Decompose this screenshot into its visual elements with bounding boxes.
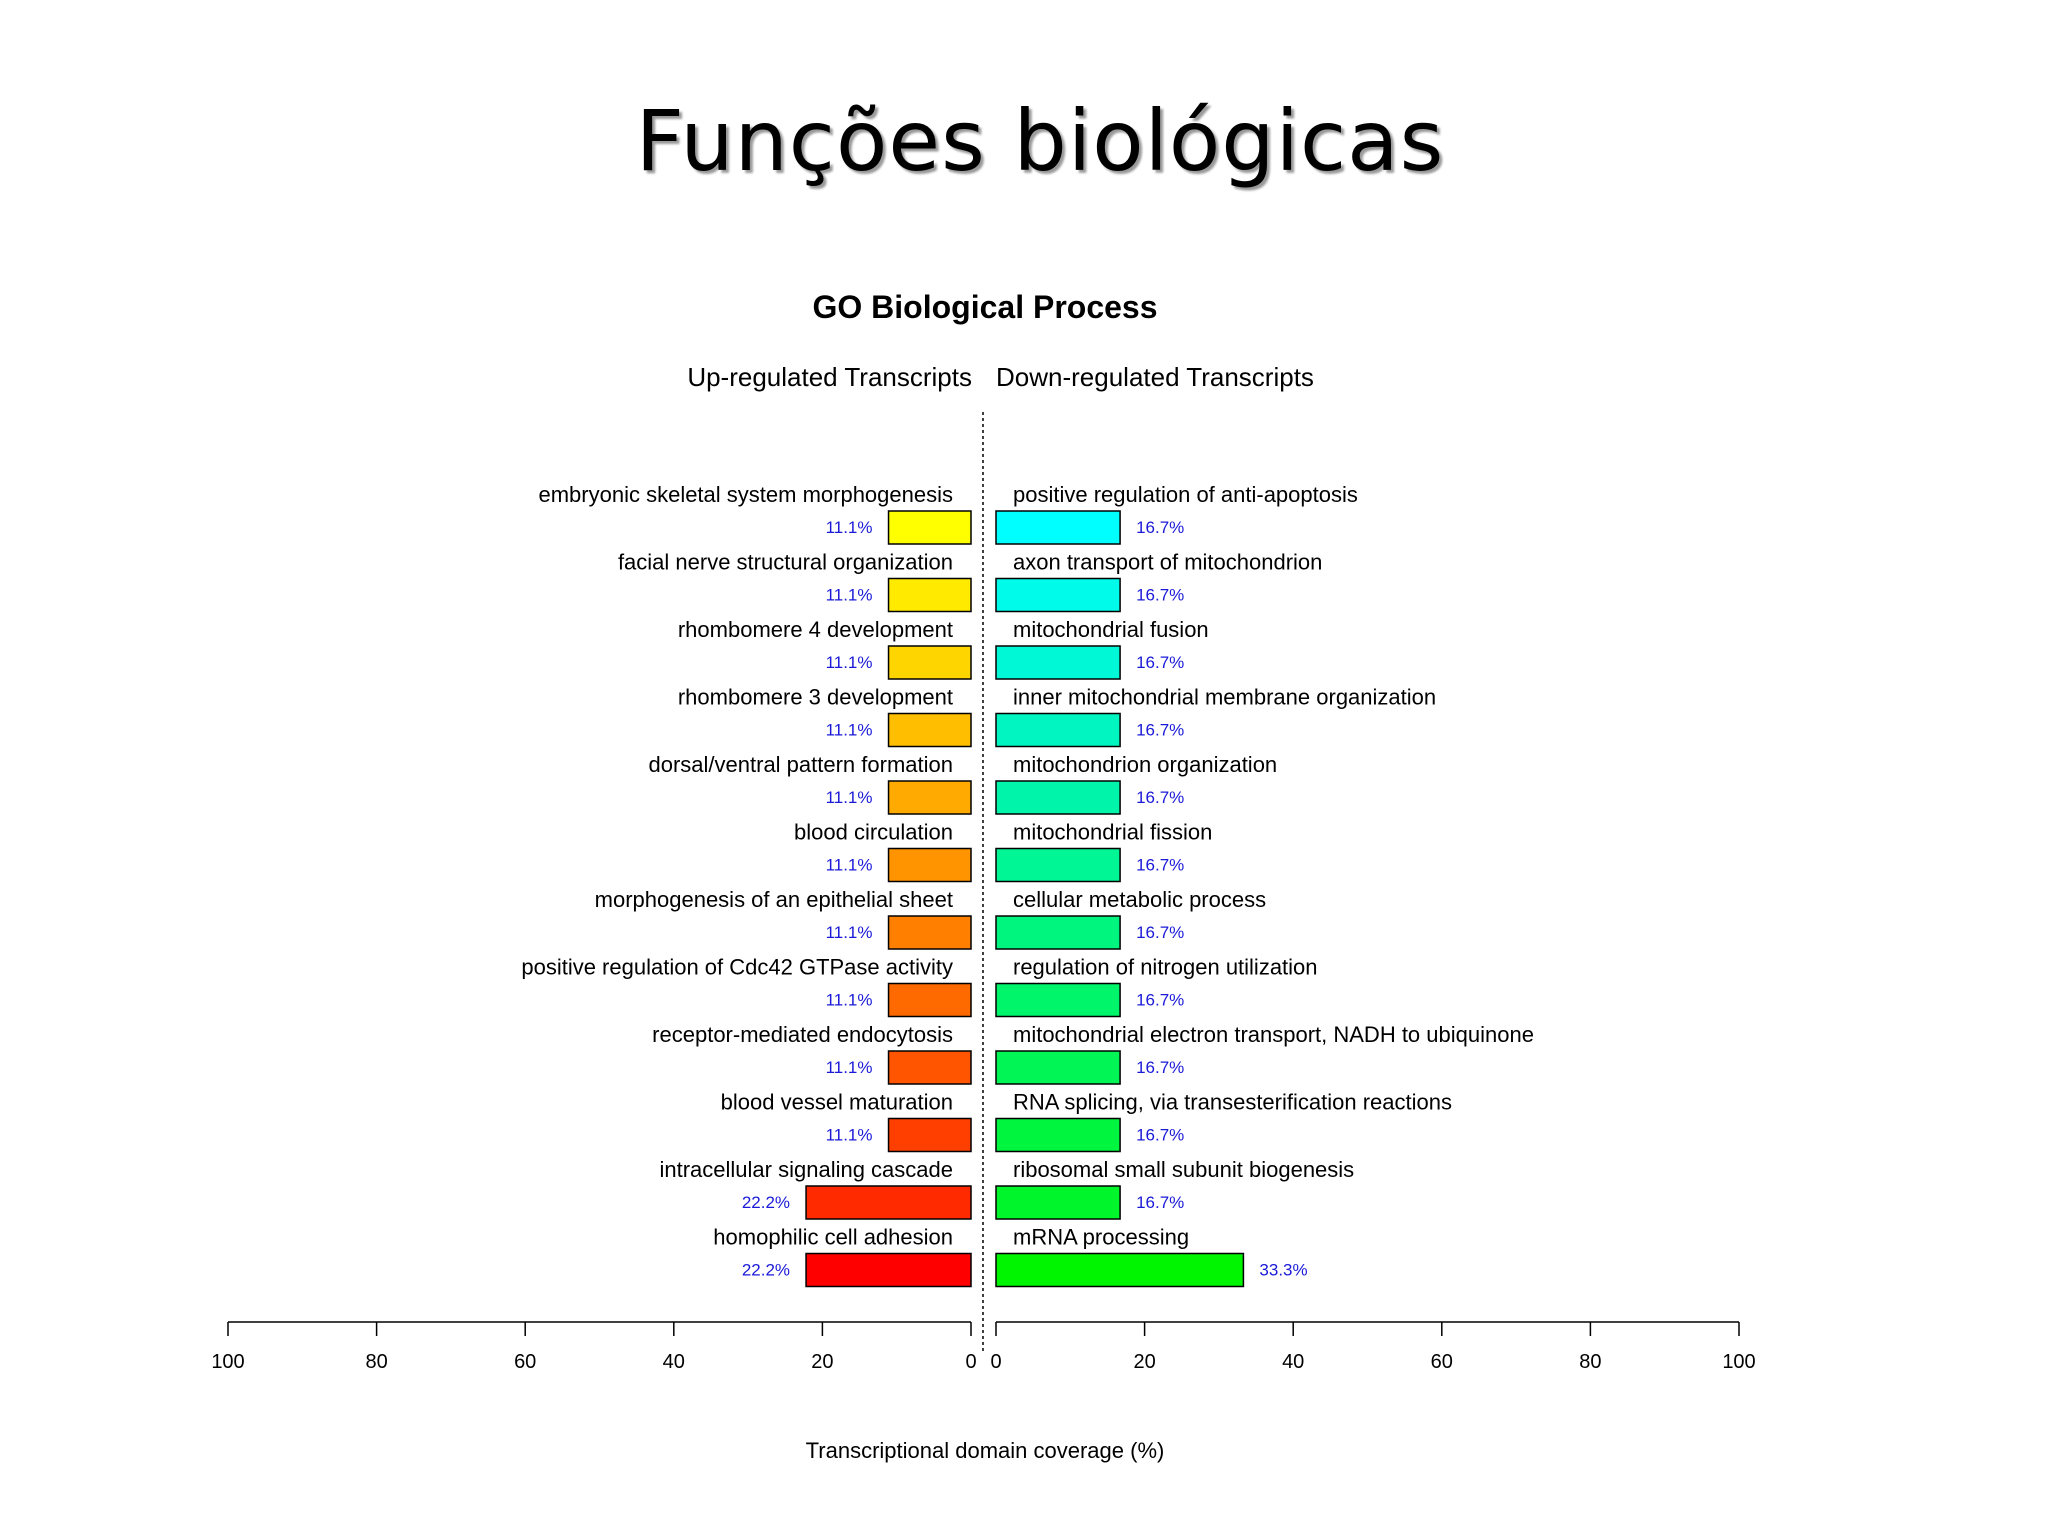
down-category-label: mitochondrial fission bbox=[1013, 820, 1212, 845]
down-bar bbox=[995, 1185, 1121, 1220]
up-category-label: blood vessel maturation bbox=[721, 1090, 953, 1115]
down-value-label: 16.7% bbox=[1136, 788, 1184, 807]
down-bar bbox=[995, 712, 1121, 748]
down-value-label: 16.7% bbox=[1136, 923, 1184, 942]
up-category-label: facial nerve structural organization bbox=[618, 550, 953, 575]
down-value-label: 16.7% bbox=[1136, 518, 1184, 537]
down-bar bbox=[995, 1117, 1121, 1153]
down-category-label: positive regulation of anti-apoptosis bbox=[1013, 482, 1358, 507]
up-category-label: blood circulation bbox=[794, 820, 953, 845]
left-tick-label: 0 bbox=[965, 1351, 976, 1373]
up-category-label: morphogenesis of an epithelial sheet bbox=[595, 887, 953, 912]
down-category-label: mitochondrial fusion bbox=[1013, 617, 1209, 642]
down-bar bbox=[995, 915, 1121, 950]
left-tick-label: 100 bbox=[211, 1351, 244, 1373]
right-tick-label: 20 bbox=[1133, 1351, 1155, 1373]
right-tick-label: 60 bbox=[1431, 1351, 1453, 1373]
right-tick-label: 40 bbox=[1282, 1351, 1304, 1373]
down-value-label: 16.7% bbox=[1136, 991, 1184, 1010]
up-bar bbox=[887, 645, 972, 680]
up-category-label: rhombomere 3 development bbox=[678, 685, 953, 710]
left-tick-label: 80 bbox=[365, 1351, 387, 1373]
down-category-label: inner mitochondrial membrane organizatio… bbox=[1013, 685, 1436, 710]
x-axis-left: 0 20 40 60 80 100 bbox=[211, 1321, 977, 1373]
up-value-label: 22.2% bbox=[742, 1261, 790, 1280]
up-value-label: 11.1% bbox=[826, 1058, 873, 1077]
up-bar bbox=[887, 780, 972, 815]
up-bar bbox=[805, 1252, 972, 1288]
up-bars-group: embryonic skeletal system morphogenesis 1… bbox=[521, 482, 972, 1288]
down-bars-group: positive regulation of anti-apoptosis 16.… bbox=[995, 482, 1534, 1288]
up-bar bbox=[887, 510, 972, 545]
up-value-label: 11.1% bbox=[826, 721, 873, 740]
up-category-label: homophilic cell adhesion bbox=[713, 1225, 953, 1250]
down-value-label: 16.7% bbox=[1136, 586, 1184, 605]
down-value-label: 16.7% bbox=[1136, 721, 1184, 740]
up-category-label: intracellular signaling cascade bbox=[660, 1157, 954, 1182]
up-value-label: 11.1% bbox=[826, 856, 873, 875]
down-header: Down-regulated Transcripts bbox=[996, 362, 1314, 392]
down-bar bbox=[995, 577, 1121, 613]
down-value-label: 16.7% bbox=[1136, 1058, 1184, 1077]
up-bar bbox=[887, 847, 972, 883]
down-value-label: 16.7% bbox=[1136, 653, 1184, 672]
up-bar bbox=[887, 712, 972, 748]
left-tick-label: 60 bbox=[514, 1351, 536, 1373]
up-bar bbox=[887, 577, 972, 613]
down-bar bbox=[995, 982, 1121, 1018]
chart-title: GO Biological Process bbox=[813, 289, 1158, 325]
down-category-label: RNA splicing, via transesterification re… bbox=[1013, 1090, 1452, 1115]
right-tick-label: 80 bbox=[1579, 1351, 1601, 1373]
x-axis-label: Transcriptional domain coverage (%) bbox=[806, 1438, 1165, 1463]
down-bar bbox=[995, 1252, 1245, 1288]
down-category-label: mitochondrion organization bbox=[1013, 752, 1277, 777]
up-value-label: 11.1% bbox=[826, 518, 873, 537]
down-category-label: axon transport of mitochondrion bbox=[1013, 550, 1322, 575]
left-tick-label: 20 bbox=[811, 1351, 833, 1373]
down-bar bbox=[995, 1050, 1121, 1085]
up-category-label: embryonic skeletal system morphogenesis bbox=[538, 482, 953, 507]
x-axis-right: 0 20 40 60 80 100 bbox=[990, 1321, 1756, 1373]
down-value-label: 16.7% bbox=[1136, 856, 1184, 875]
left-tick-label: 40 bbox=[663, 1351, 685, 1373]
up-value-label: 11.1% bbox=[826, 1126, 873, 1145]
up-category-label: positive regulation of Cdc42 GTPase acti… bbox=[521, 955, 953, 980]
down-category-label: mitochondrial electron transport, NADH t… bbox=[1013, 1022, 1534, 1047]
down-bar bbox=[995, 645, 1121, 680]
right-tick-label: 100 bbox=[1722, 1351, 1755, 1373]
down-bar bbox=[995, 510, 1121, 545]
up-bar bbox=[887, 915, 972, 950]
down-value-label: 33.3% bbox=[1259, 1261, 1307, 1280]
up-header: Up-regulated Transcripts bbox=[687, 362, 972, 392]
right-tick-label: 0 bbox=[990, 1351, 1001, 1373]
up-bar bbox=[887, 1050, 972, 1085]
up-value-label: 11.1% bbox=[826, 991, 873, 1010]
up-value-label: 11.1% bbox=[826, 653, 873, 672]
down-value-label: 16.7% bbox=[1136, 1193, 1184, 1212]
down-bar bbox=[995, 780, 1121, 815]
up-category-label: dorsal/ventral pattern formation bbox=[649, 752, 954, 777]
down-category-label: ribosomal small subunit biogenesis bbox=[1013, 1157, 1354, 1182]
down-category-label: cellular metabolic process bbox=[1013, 887, 1266, 912]
up-value-label: 22.2% bbox=[742, 1193, 790, 1212]
up-category-label: receptor-mediated endocytosis bbox=[652, 1022, 953, 1047]
down-bar bbox=[995, 847, 1121, 883]
down-category-label: mRNA processing bbox=[1013, 1225, 1189, 1250]
up-bar bbox=[887, 1117, 972, 1153]
up-bar bbox=[887, 982, 972, 1018]
up-value-label: 11.1% bbox=[826, 923, 873, 942]
up-bar bbox=[805, 1185, 972, 1220]
slide-title: Funções biológicas bbox=[635, 92, 1445, 190]
up-value-label: 11.1% bbox=[826, 586, 873, 605]
down-category-label: regulation of nitrogen utilization bbox=[1013, 955, 1318, 980]
up-value-label: 11.1% bbox=[826, 788, 873, 807]
down-value-label: 16.7% bbox=[1136, 1126, 1184, 1145]
up-category-label: rhombomere 4 development bbox=[678, 617, 953, 642]
